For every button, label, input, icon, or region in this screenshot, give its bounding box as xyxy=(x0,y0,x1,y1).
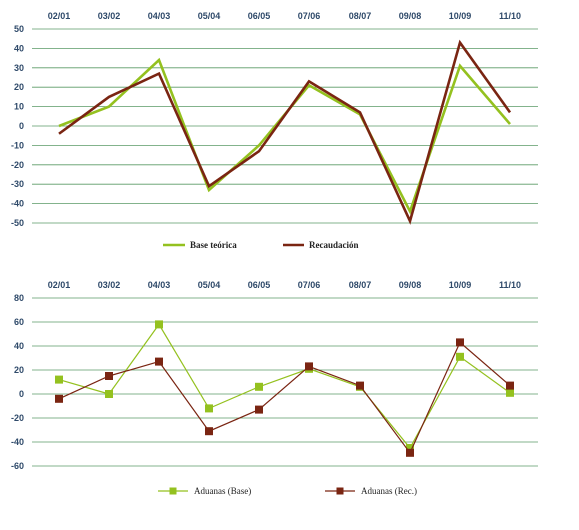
series-point-2 xyxy=(356,381,364,390)
series-point-1 xyxy=(55,375,63,384)
y-tick-label: -30 xyxy=(11,179,24,189)
x-tick-label: 07/06 xyxy=(298,280,321,290)
series-point-2 xyxy=(155,357,163,366)
y-tick-label: 60 xyxy=(14,317,24,327)
series-line-2 xyxy=(58,341,511,454)
x-tick-label: 07/06 xyxy=(298,11,321,21)
x-tick-label: 11/10 xyxy=(499,280,521,290)
series-point-1 xyxy=(406,444,414,452)
y-tick-label: -40 xyxy=(11,199,24,209)
y-tick-label: -10 xyxy=(11,140,24,150)
legend-label-1: Aduanas (Base) xyxy=(194,486,251,496)
y-tick-label: -50 xyxy=(11,218,24,228)
y-tick-label: -60 xyxy=(11,461,24,471)
series-line-1 xyxy=(58,323,511,450)
legend-label-2: Aduanas (Rec.) xyxy=(361,486,417,496)
x-tick-label: 10/09 xyxy=(449,280,472,290)
series-point-2 xyxy=(255,405,263,414)
y-tick-label: 20 xyxy=(14,365,24,375)
y-tick-label: -20 xyxy=(11,160,24,170)
series-point-2 xyxy=(55,394,63,403)
y-tick-label: -40 xyxy=(11,437,24,447)
y-tick-label: 10 xyxy=(14,102,24,112)
x-tick-label: 08/07 xyxy=(349,280,372,290)
x-tick-label: 04/03 xyxy=(148,280,171,290)
x-tick-label: 09/08 xyxy=(399,11,422,21)
x-tick-label: 02/01 xyxy=(48,11,71,21)
legend-label-2: Recaudación xyxy=(309,240,359,250)
x-tick-label: 02/01 xyxy=(48,280,71,290)
series-line-1 xyxy=(58,57,511,215)
series-point-1 xyxy=(205,404,213,413)
series-point-1 xyxy=(456,352,464,361)
y-tick-label: 30 xyxy=(14,63,24,73)
x-tick-label: 10/09 xyxy=(449,11,472,21)
x-tick-label: 11/10 xyxy=(499,11,521,21)
x-tick-label: 03/02 xyxy=(98,280,121,290)
series-point-1 xyxy=(506,388,514,397)
legend-marker-1 xyxy=(169,487,177,495)
y-tick-label: 20 xyxy=(14,82,24,92)
x-tick-label: 08/07 xyxy=(349,11,372,21)
series-point-2 xyxy=(305,362,313,371)
x-tick-label: 03/02 xyxy=(98,11,121,21)
series-point-2 xyxy=(406,448,414,457)
legend-label-1: Base teórica xyxy=(190,240,237,250)
series-line-2 xyxy=(58,39,512,225)
y-tick-label: 40 xyxy=(14,43,24,53)
x-tick-label: 06/05 xyxy=(248,280,271,290)
x-tick-label: 09/08 xyxy=(399,280,422,290)
x-tick-label: 05/04 xyxy=(198,11,221,21)
x-tick-label: 04/03 xyxy=(148,11,171,21)
chart-top: 50 40 30 20 10 0 -10 -20 -30 -40 -50 02/01 03/02 04/0… xyxy=(11,11,538,250)
y-tick-label: 0 xyxy=(19,121,24,131)
chart-bottom: 80 60 40 20 0 -20 -40 -60 02/01 03/02 04/03 05/04 06… xyxy=(11,280,538,496)
y-tick-label: 40 xyxy=(14,341,24,351)
series-point-2 xyxy=(506,381,514,390)
series-point-1 xyxy=(155,320,163,329)
x-tick-label: 06/05 xyxy=(248,11,271,21)
y-tick-label: -20 xyxy=(11,413,24,423)
series-point-2 xyxy=(205,427,213,436)
y-tick-label: 50 xyxy=(14,24,24,34)
series-point-2 xyxy=(456,338,464,347)
y-tick-label: 0 xyxy=(19,389,24,399)
series-point-1 xyxy=(255,382,263,391)
y-tick-label: 80 xyxy=(14,293,24,303)
x-tick-label: 05/04 xyxy=(198,280,221,290)
legend-marker-2 xyxy=(336,487,344,495)
series-point-2 xyxy=(105,372,113,380)
series-point-1 xyxy=(105,390,113,398)
